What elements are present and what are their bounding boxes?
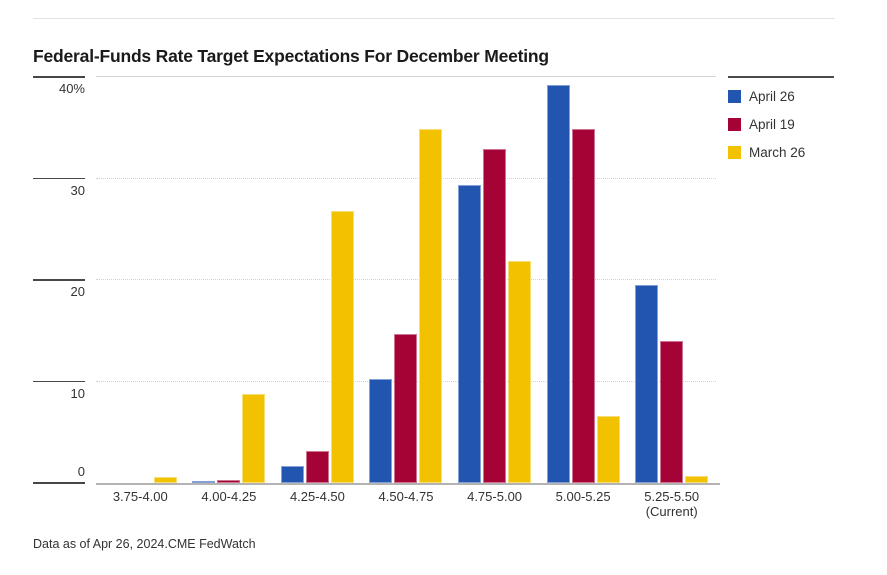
y-tick-10 [33,380,85,382]
bar-march-26-5.00-5.25 [596,416,620,483]
x-category-label-4.00-4.25: 4.00-4.25 [201,489,257,504]
bar-april-19-5.25-5.50 [660,340,684,483]
legend-swatch-april-19 [728,118,741,131]
bar-april-19-4.25-4.50 [305,450,329,483]
x-category-label-5.25-5.50: 5.25-5.50 (Current) [627,489,716,519]
bar-group-5.00-5.25 [539,77,628,483]
y-tick-20 [33,279,85,281]
x-axis-labels: 3.75-4.00 4.00-4.25 4.25-4.50 4.50-4.75 4.75… [96,489,716,525]
bar-april-26-4.25-4.50 [280,465,304,483]
bar-group-4.75-5.00 [450,77,539,483]
y-tick-label-40: 40% [58,81,85,96]
y-tick-label-30: 30 [70,182,85,198]
plot-area [96,76,720,485]
bar-april-26-4.00-4.25 [192,480,216,483]
y-tick-0 [33,482,85,484]
bar-march-26-3.75-4.00 [153,476,177,483]
source-footnote: Data as of Apr 26, 2024.CME FedWatch [33,537,256,551]
y-axis: 40% 30 20 10 0 [33,76,85,484]
bar-march-26-4.50-4.75 [419,128,443,483]
x-category-sublabel: (Current) [645,504,698,519]
bar-april-19-5.00-5.25 [571,128,595,483]
top-divider [33,18,835,19]
bar-april-19-4.50-4.75 [394,333,418,483]
y-tick-label-20: 20 [70,284,85,299]
x-category-label-4.25-4.50: 4.25-4.50 [289,489,345,504]
bar-group-4.25-4.50 [273,77,362,483]
bar-april-26-4.50-4.75 [369,379,393,483]
gridline-30 [96,177,716,179]
bar-group-4.50-4.75 [362,77,451,483]
x-category-label-3.75-4.00: 3.75-4.00 [112,489,168,504]
bar-group-3.75-4.00 [96,77,185,483]
y-tick-label-0: 0 [77,464,85,479]
bar-april-26-5.00-5.25 [546,85,570,483]
legend-label: March 26 [749,145,806,160]
gridline-40 [96,76,716,77]
legend-item-april-26: April 26 [728,89,834,104]
legend-item-march-26: March 26 [728,145,834,160]
legend: April 26 April 19 March 26 [728,69,834,174]
bar-april-19-4.00-4.25 [217,479,241,483]
bar-april-26-5.25-5.50 [635,285,659,483]
bar-march-26-5.25-5.50 [685,475,709,483]
x-category-label-4.50-4.75: 4.50-4.75 [378,489,434,504]
bar-april-19-4.75-5.00 [483,149,507,483]
y-tick-30 [33,177,85,179]
legend-label: April 26 [749,89,795,104]
gridline-20 [96,279,716,280]
legend-label: April 19 [749,117,795,132]
x-category-label-4.75-5.00: 4.75-5.00 [467,489,523,504]
bar-group-5.25-5.50 [627,77,716,483]
legend-swatch-march-26 [728,146,741,159]
y-tick-label-10: 10 [70,385,85,401]
chart-title: Federal-Funds Rate Target Expectations F… [33,45,549,66]
x-category-label-5.00-5.25: 5.00-5.25 [555,489,611,504]
bar-april-26-4.75-5.00 [458,184,482,483]
legend-item-april-19: April 19 [728,117,834,132]
bar-march-26-4.75-5.00 [508,260,532,483]
x-axis-baseline [96,483,720,485]
bar-group-4.00-4.25 [185,77,274,483]
y-tick-40 [33,76,85,78]
bar-march-26-4.00-4.25 [242,393,266,483]
bar-march-26-4.25-4.50 [330,210,354,483]
legend-divider [728,76,834,78]
legend-swatch-april-26 [728,90,741,103]
